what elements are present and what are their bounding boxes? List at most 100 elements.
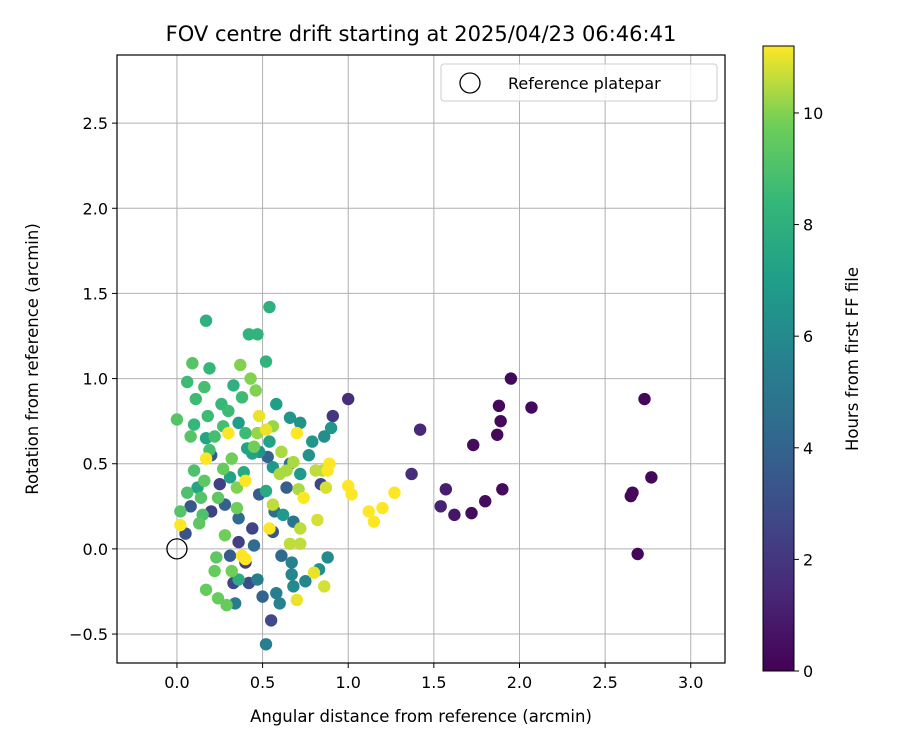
data-point bbox=[294, 537, 307, 550]
data-point bbox=[496, 483, 509, 496]
x-tick-label: 0.0 bbox=[164, 673, 189, 692]
data-point bbox=[174, 505, 187, 518]
data-points bbox=[170, 300, 658, 651]
colorbar-tick-label: 6 bbox=[803, 327, 813, 346]
data-point bbox=[413, 423, 427, 436]
data-point bbox=[184, 430, 197, 443]
legend: Reference platepar bbox=[440, 63, 718, 102]
y-tick-label: 2.5 bbox=[83, 114, 108, 133]
data-point bbox=[259, 638, 273, 651]
data-point bbox=[263, 522, 276, 535]
x-tick-label: 1.5 bbox=[421, 673, 446, 692]
data-point bbox=[342, 392, 355, 406]
data-point bbox=[270, 397, 283, 411]
data-point bbox=[208, 564, 221, 578]
data-point bbox=[223, 471, 237, 484]
data-point bbox=[306, 435, 319, 448]
data-point bbox=[631, 547, 644, 561]
data-point bbox=[198, 474, 211, 487]
data-point bbox=[273, 597, 286, 610]
data-point bbox=[189, 392, 202, 406]
data-point bbox=[220, 598, 233, 612]
colorbar-gradient bbox=[762, 45, 795, 672]
data-point bbox=[198, 380, 211, 394]
data-point bbox=[367, 515, 381, 528]
data-point bbox=[287, 580, 300, 593]
data-point bbox=[251, 328, 264, 341]
y-tick-label: 1.5 bbox=[83, 284, 108, 303]
data-point bbox=[405, 467, 418, 481]
data-point bbox=[273, 467, 286, 481]
x-tick-label: 3.0 bbox=[678, 673, 703, 692]
data-point bbox=[376, 501, 389, 515]
data-point bbox=[210, 551, 223, 564]
colorbar-tick-label: 10 bbox=[803, 104, 823, 123]
x-tick-label: 0.5 bbox=[250, 673, 275, 692]
data-point bbox=[187, 418, 201, 431]
data-point bbox=[256, 590, 269, 603]
data-point bbox=[638, 392, 651, 406]
data-point bbox=[263, 435, 276, 448]
legend-box bbox=[440, 63, 718, 102]
data-point bbox=[230, 501, 244, 515]
data-point bbox=[239, 426, 252, 440]
data-point bbox=[259, 423, 273, 436]
data-point bbox=[494, 414, 507, 428]
data-point bbox=[208, 430, 221, 443]
data-point bbox=[239, 552, 252, 566]
data-point bbox=[319, 481, 333, 494]
data-point bbox=[259, 484, 273, 498]
data-point bbox=[525, 401, 538, 414]
data-point bbox=[297, 491, 310, 505]
data-point bbox=[326, 409, 339, 423]
data-point bbox=[290, 593, 304, 607]
data-point bbox=[249, 384, 262, 397]
data-point bbox=[504, 372, 518, 385]
data-point bbox=[467, 438, 480, 452]
data-point bbox=[259, 355, 273, 368]
data-point bbox=[218, 529, 232, 542]
data-point bbox=[275, 445, 288, 459]
data-point bbox=[307, 566, 321, 579]
data-point bbox=[242, 328, 256, 341]
data-point bbox=[199, 314, 213, 327]
y-axis-label: Rotation from reference (arcmin) bbox=[23, 223, 42, 495]
data-point bbox=[201, 409, 214, 423]
data-point bbox=[230, 481, 244, 494]
data-point bbox=[287, 455, 300, 469]
data-point bbox=[645, 471, 658, 484]
x-tick-label: 2.0 bbox=[507, 673, 532, 692]
data-point bbox=[321, 551, 334, 564]
x-tick-label: 1.0 bbox=[335, 673, 360, 692]
data-point bbox=[311, 513, 324, 527]
data-point bbox=[294, 416, 307, 430]
legend-label: Reference platepar bbox=[508, 74, 661, 93]
colorbar-tick-label: 2 bbox=[803, 550, 813, 569]
data-point bbox=[285, 568, 298, 581]
data-point bbox=[275, 549, 288, 562]
colorbar-label: Hours from first FF file bbox=[843, 267, 862, 451]
y-tick-label: 1.0 bbox=[83, 370, 108, 389]
data-point bbox=[324, 421, 338, 435]
data-point bbox=[302, 449, 316, 462]
x-tick-label: 2.5 bbox=[592, 673, 617, 692]
data-point bbox=[199, 452, 213, 465]
data-point bbox=[492, 399, 506, 413]
data-point bbox=[181, 375, 194, 389]
data-point bbox=[266, 498, 280, 511]
data-point bbox=[234, 358, 247, 372]
data-point bbox=[225, 452, 238, 465]
data-point bbox=[251, 573, 264, 586]
data-point bbox=[252, 409, 266, 423]
colorbar-tick-label: 8 bbox=[803, 216, 813, 235]
data-point bbox=[232, 535, 245, 549]
colorbar-ticks: 0 2 4 6 8 10 bbox=[794, 104, 823, 681]
data-point bbox=[232, 573, 245, 586]
data-point bbox=[194, 491, 208, 505]
data-point bbox=[170, 413, 184, 426]
plot-frame bbox=[116, 54, 726, 664]
data-point bbox=[270, 586, 283, 600]
data-point bbox=[264, 614, 278, 627]
data-point bbox=[244, 372, 257, 385]
